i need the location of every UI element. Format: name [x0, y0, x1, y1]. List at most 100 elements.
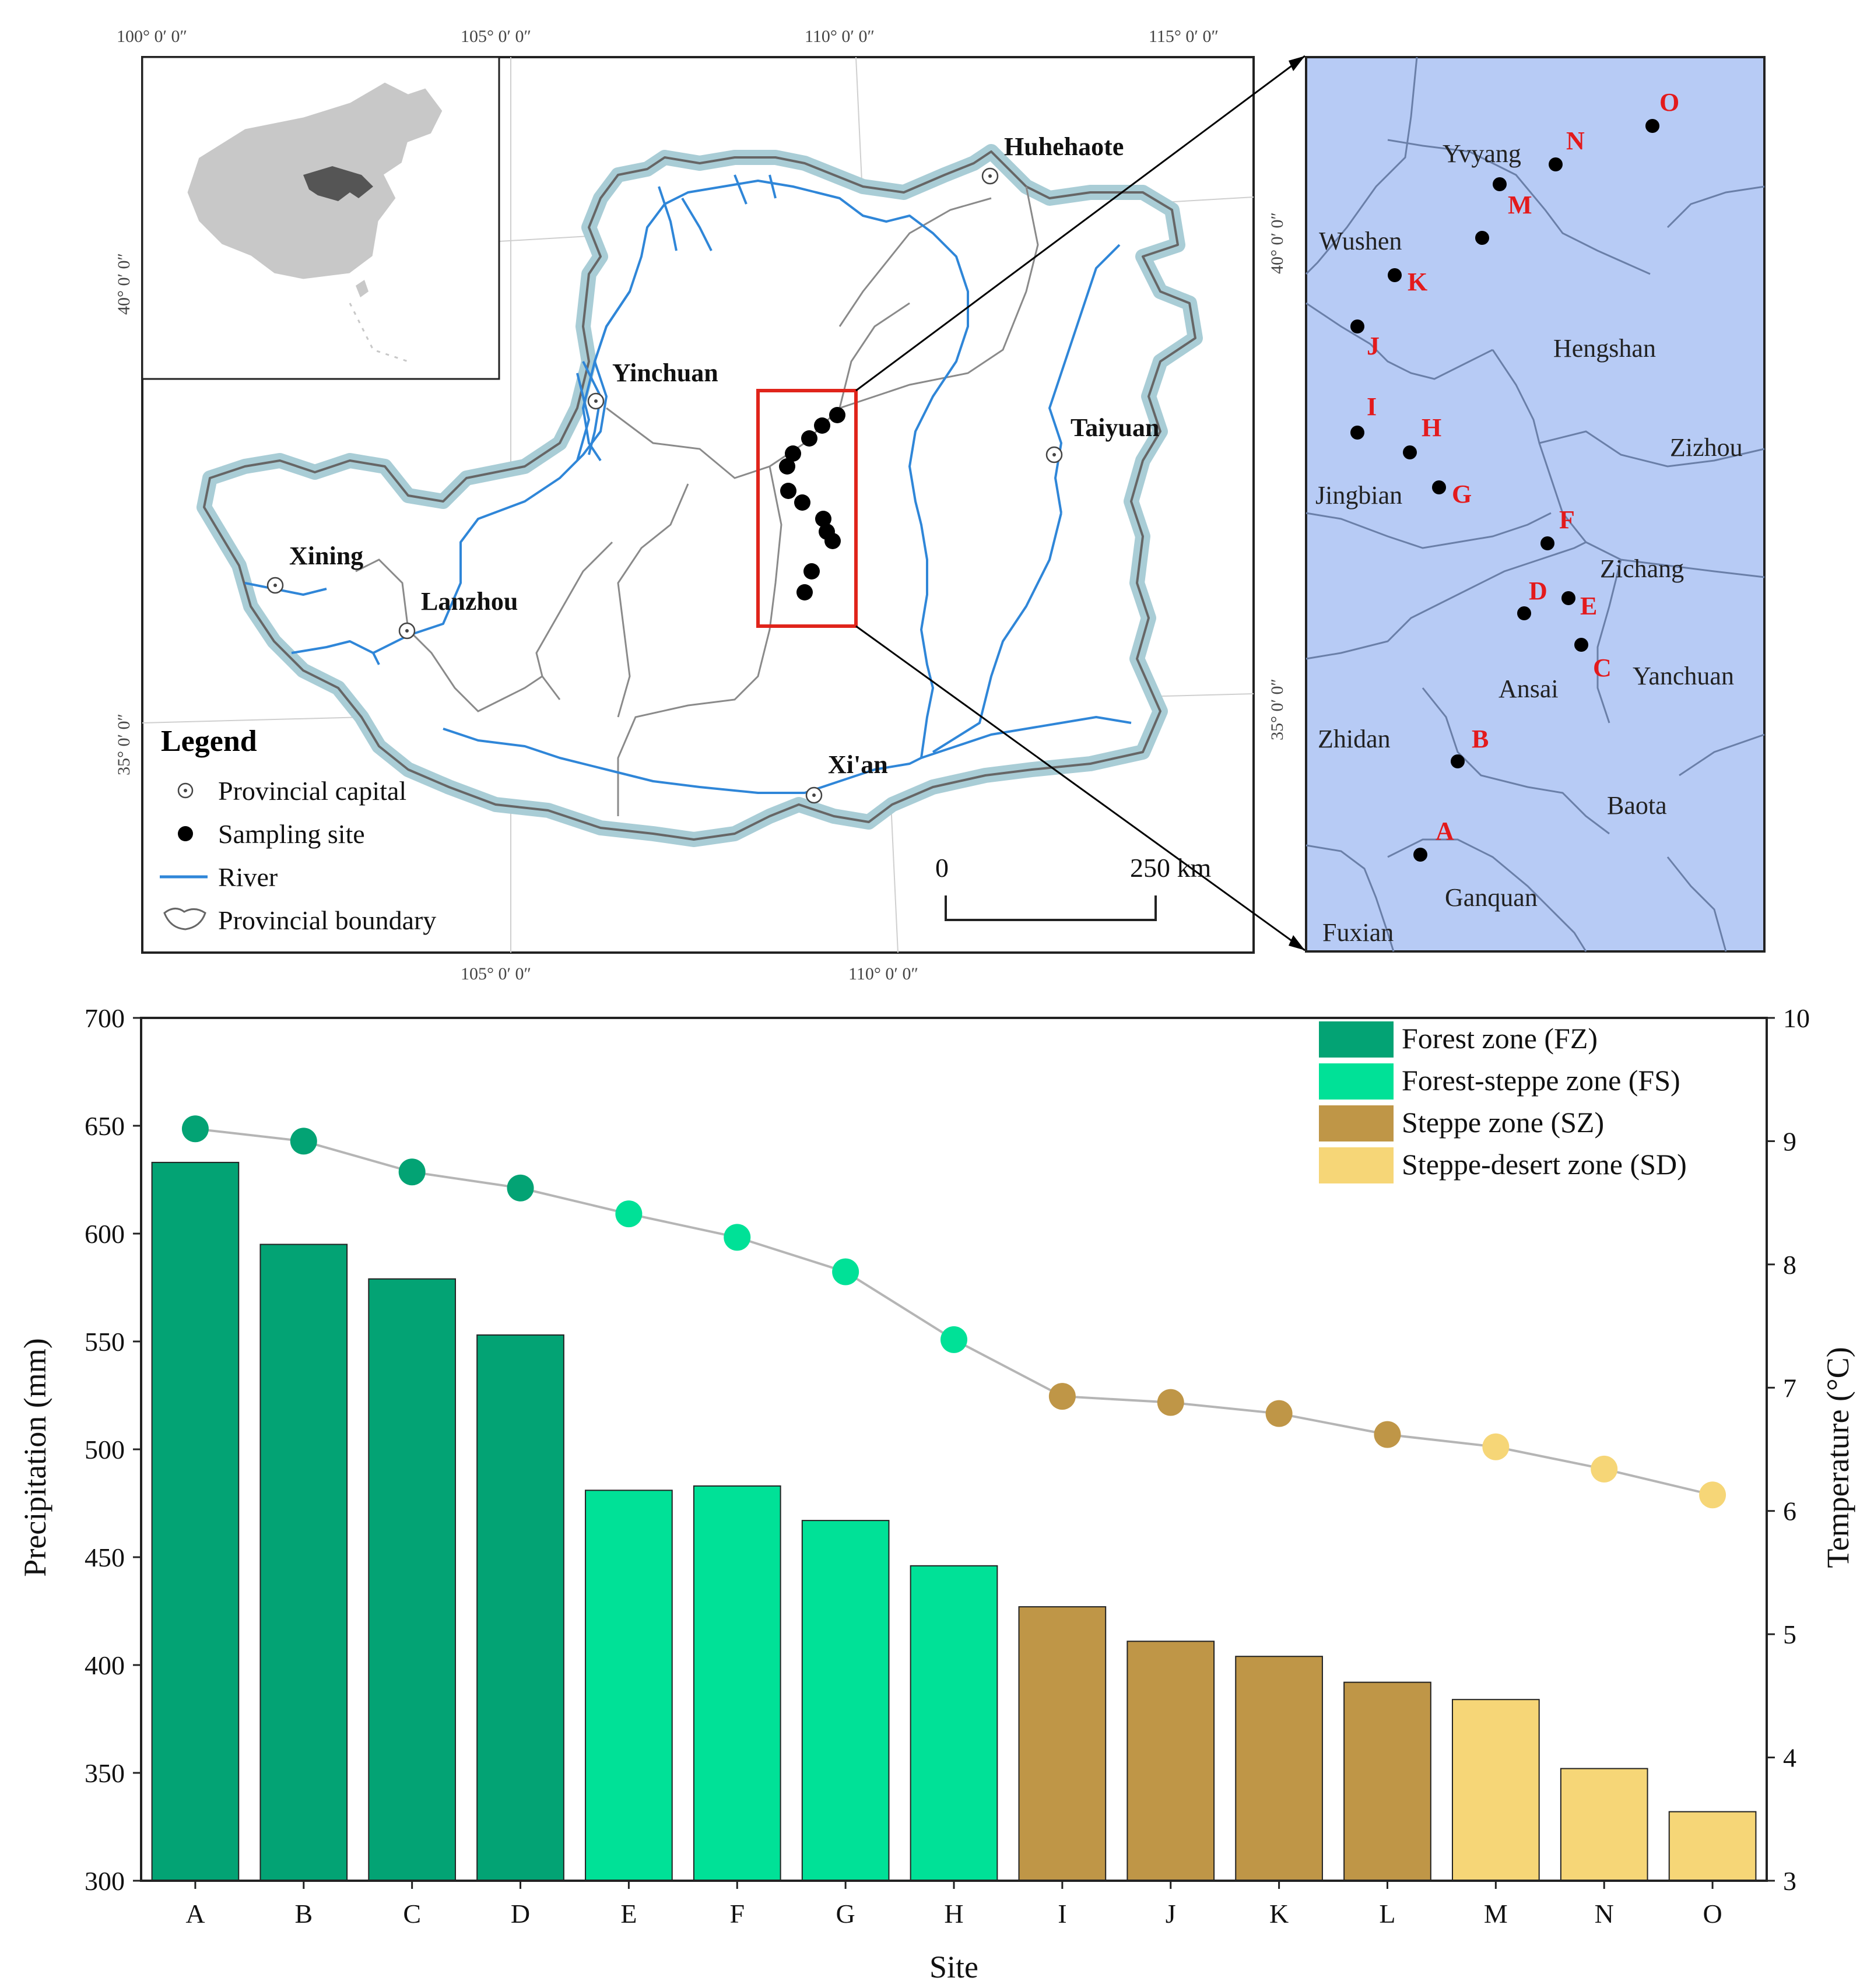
x-tick-label: F — [729, 1899, 745, 1929]
precip-bar-h — [910, 1565, 998, 1882]
capital-marker-xian — [805, 786, 823, 804]
x-tick-label: O — [1703, 1899, 1722, 1929]
precip-bar-o — [1668, 1811, 1757, 1882]
legend-site-icon — [178, 826, 193, 841]
legend-entry-label: Steppe zone (SZ) — [1402, 1106, 1604, 1139]
x-tick-label: M — [1484, 1899, 1508, 1929]
precip-bar-b — [259, 1244, 348, 1881]
inset-site-dot-k — [1388, 268, 1402, 282]
x-tick-label: E — [620, 1899, 637, 1929]
capital-marker-lanzhou — [398, 622, 416, 640]
city-label-xian: Xi'an — [828, 750, 888, 779]
precip-bar-c — [368, 1278, 457, 1881]
loess-plateau-highlight — [303, 166, 373, 201]
legend-label-capital: Provincial capital — [218, 776, 406, 806]
county-label-zichang: Zichang — [1600, 554, 1684, 583]
inset-site-label-b: B — [1472, 725, 1489, 753]
inset-site-label-n: N — [1566, 127, 1585, 155]
inset-site-label-i: I — [1367, 392, 1377, 421]
y-tick-label: 700 — [85, 1003, 125, 1033]
capital-marker-huhehaote — [981, 167, 999, 185]
inset-site-label-j: J — [1367, 332, 1380, 360]
capital-marker-xining — [266, 577, 284, 594]
y2-tick-label: 8 — [1783, 1250, 1796, 1280]
city-label-yinchuan: Yinchuan — [612, 359, 718, 387]
plateau-outline — [203, 150, 1196, 841]
inset-site-label-h: H — [1422, 413, 1441, 442]
x-tick-label: L — [1379, 1899, 1395, 1929]
x-tick-label: N — [1595, 1899, 1614, 1929]
south-sea-dashes — [349, 303, 409, 363]
precip-bar-f — [693, 1485, 781, 1881]
y2-axis-label: Temperature (°C) — [1820, 1347, 1855, 1568]
legend-swatch-3 — [1319, 1147, 1394, 1183]
legend-entry-label: Steppe-desert zone (SD) — [1402, 1148, 1687, 1181]
county-label-wushen: Wushen — [1319, 227, 1402, 255]
zoom-arrowhead-top — [1289, 56, 1305, 71]
capital-marker-taiyuan — [1045, 446, 1063, 463]
inset-site-dot-a — [1413, 848, 1427, 862]
temp-point-f — [724, 1224, 751, 1251]
main-site-dot — [815, 511, 831, 527]
inset-site-label-k: K — [1408, 268, 1427, 296]
legend-capital-icon — [177, 782, 194, 799]
y-tick-label: 450 — [85, 1543, 125, 1572]
inset-site-dot-l — [1475, 231, 1489, 245]
temp-point-c — [398, 1158, 426, 1186]
lat-left-40: 40° 0′ 0″ — [114, 253, 134, 315]
y2-tick-label: 7 — [1783, 1373, 1796, 1403]
county-boundaries — [1305, 57, 1765, 952]
lon-top-105: 105° 0′ 0″ — [461, 27, 531, 46]
lon-top-110: 110° 0′ 0″ — [805, 27, 875, 46]
county-label-zhidan: Zhidan — [1318, 725, 1391, 753]
city-label-taiyuan: Taiyuan — [1071, 413, 1159, 442]
study-area-frame — [756, 389, 858, 628]
x-axis-label: Site — [929, 1950, 978, 1985]
inset-site-label-d: D — [1529, 577, 1547, 605]
provincial-boundaries — [355, 186, 1039, 816]
county-label-ganquan: Ganquan — [1445, 883, 1538, 912]
lon-bottom-105: 105° 0′ 0″ — [461, 964, 531, 984]
county-label-fuxian: Fuxian — [1322, 918, 1394, 947]
precip-bar-k — [1235, 1656, 1323, 1881]
inset-site-dot-n — [1549, 157, 1563, 171]
x-tick-label: H — [944, 1899, 963, 1929]
x-tick-label: C — [403, 1899, 421, 1929]
inset-site-dot-g — [1432, 480, 1446, 494]
lat-right-35: 35° 0′ 0″ — [1268, 679, 1287, 740]
main-map-sampling-sites — [779, 407, 845, 600]
inset-site-label-e: E — [1580, 592, 1597, 620]
temp-point-l — [1374, 1421, 1401, 1448]
precip-bar-n — [1560, 1768, 1648, 1882]
inset-site-label-c: C — [1593, 654, 1612, 682]
legend-boundary-icon — [163, 908, 206, 930]
temp-point-e — [615, 1200, 643, 1228]
legend-swatch-2 — [1319, 1105, 1394, 1141]
legend-title: Legend — [161, 725, 257, 758]
county-label-zizhou: Zizhou — [1670, 433, 1743, 462]
y2-tick-label: 10 — [1783, 1003, 1810, 1033]
lat-right-40: 40° 0′ 0″ — [1268, 212, 1287, 274]
inset-site-dot-j — [1350, 319, 1364, 333]
inset-site-dot-h — [1403, 445, 1417, 459]
inset-site-dot-f — [1540, 536, 1554, 550]
lat-left-35: 35° 0′ 0″ — [114, 714, 134, 775]
temp-point-i — [1048, 1383, 1076, 1410]
y-axis-label: Precipitation (mm) — [17, 1338, 52, 1576]
x-tick-label: D — [511, 1899, 530, 1929]
climate-chart: 300 350 400 450 500 550 600 650 700 3 4 5 6 7 8 9 10 A B C D… — [17, 1003, 1855, 1985]
scale-start-label: 0 — [935, 853, 949, 883]
y2-tick-label: 5 — [1783, 1620, 1796, 1649]
inset-site-dot-c — [1574, 638, 1588, 652]
x-tick-label: A — [185, 1899, 205, 1929]
temp-point-n — [1591, 1455, 1618, 1483]
county-label-jingbian: Jingbian — [1315, 481, 1402, 510]
y-tick-label: 600 — [85, 1219, 125, 1249]
precip-bar-j — [1126, 1641, 1215, 1882]
legend-swatch-0 — [1319, 1021, 1394, 1058]
legend-label-boundary: Provincial boundary — [218, 905, 436, 935]
provincial-capitals — [266, 167, 1063, 804]
inset-map-panel: Yvyang Wushen Hengshan Zizhou Jingbian Z… — [1305, 56, 1766, 953]
inset-site-label-a: A — [1436, 817, 1454, 845]
precip-bar-m — [1451, 1699, 1540, 1881]
